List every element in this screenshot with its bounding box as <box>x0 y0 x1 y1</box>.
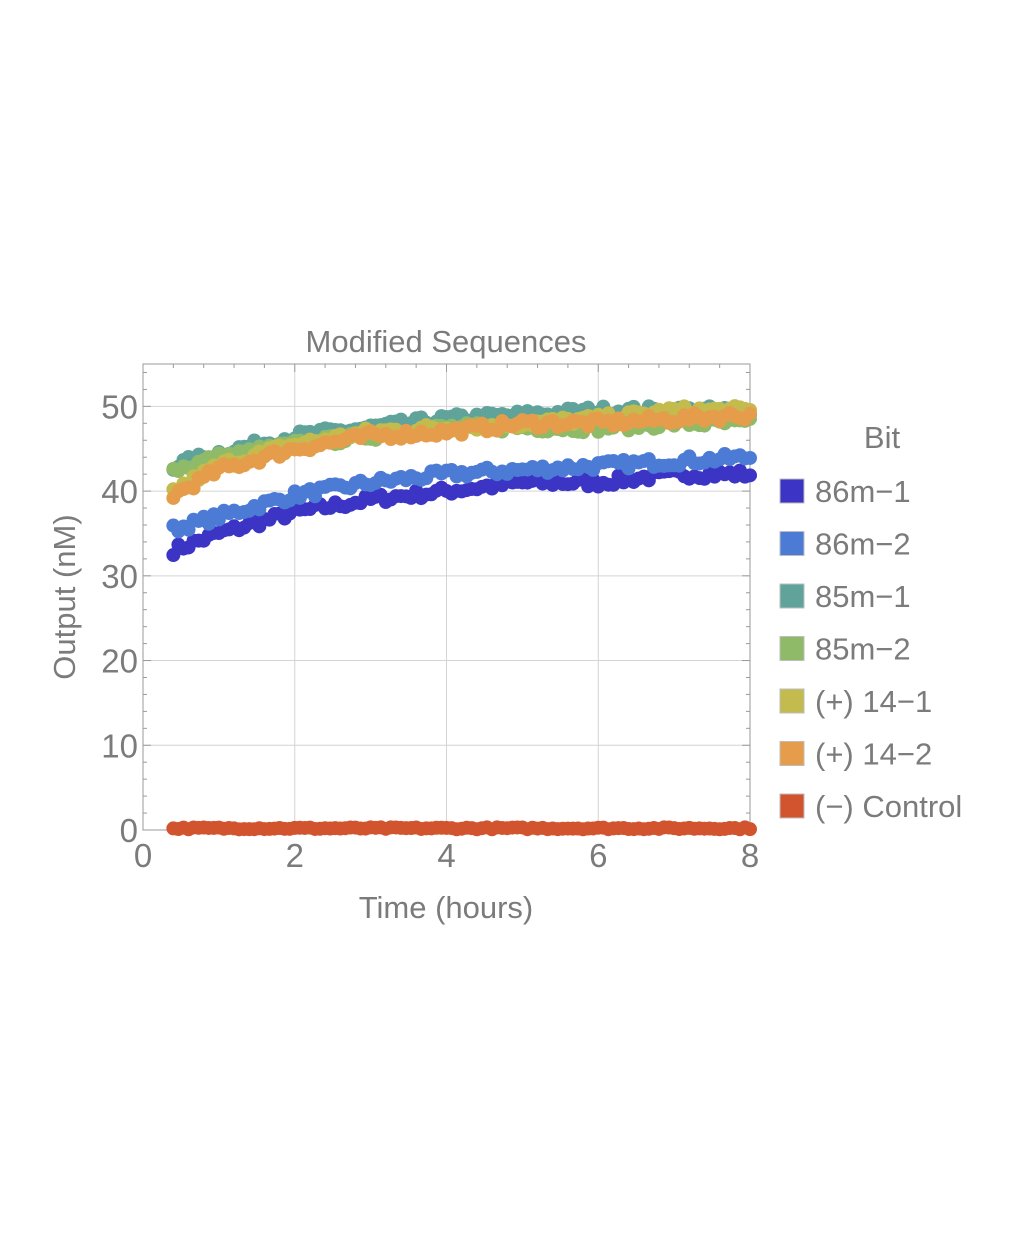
x-tick-label: 6 <box>589 837 607 874</box>
data-point <box>166 548 181 563</box>
x-tick-label: 8 <box>741 837 759 874</box>
y-axis-label: Output (nM) <box>47 514 82 679</box>
legend-label: 86m−2 <box>815 527 911 562</box>
series-points <box>166 820 757 837</box>
legend-label: 86m−1 <box>815 474 911 509</box>
legend-swatch <box>779 793 805 819</box>
x-tick-label: 4 <box>437 837 455 874</box>
legend-label: 85m−1 <box>815 579 911 614</box>
legend-swatch <box>779 636 805 661</box>
series-points <box>166 447 757 539</box>
y-tick-labels: 0 10 20 30 40 50 <box>101 388 138 849</box>
data-point <box>743 450 757 465</box>
data-point <box>186 481 201 496</box>
y-tick-label: 10 <box>101 727 138 764</box>
legend-title: Bit <box>864 420 901 455</box>
legend: Bit 86m−1 86m−2 85m−1 85m−2 (+) 14−1 (+) 14−2… <box>779 420 962 824</box>
legend-label: (−) Control <box>815 789 962 824</box>
x-tick-label: 0 <box>134 837 152 874</box>
x-tick-label: 2 <box>286 837 304 874</box>
y-tick-label: 40 <box>101 473 138 510</box>
x-tick-labels: 0 2 4 6 8 <box>134 837 759 874</box>
legend-swatch <box>779 688 805 714</box>
legend-label: 85m−2 <box>815 632 911 667</box>
chart-title: Modified Sequences <box>306 324 587 359</box>
x-axis-label: Time (hours) <box>359 890 534 925</box>
legend-swatch <box>779 583 805 609</box>
y-tick-label: 0 <box>120 812 138 849</box>
data-points <box>166 399 757 837</box>
legend-swatch <box>779 741 805 766</box>
legend-label: (+) 14−2 <box>815 737 932 772</box>
data-point <box>743 468 757 483</box>
data-point <box>743 406 757 421</box>
legend-label: (+) 14−1 <box>815 684 932 719</box>
series-points <box>166 405 757 505</box>
legend-swatch <box>779 531 805 556</box>
data-point <box>743 822 757 837</box>
y-tick-label: 30 <box>101 558 138 595</box>
y-tick-label: 50 <box>101 388 138 425</box>
y-tick-label: 20 <box>101 643 138 680</box>
legend-swatch <box>779 478 805 504</box>
